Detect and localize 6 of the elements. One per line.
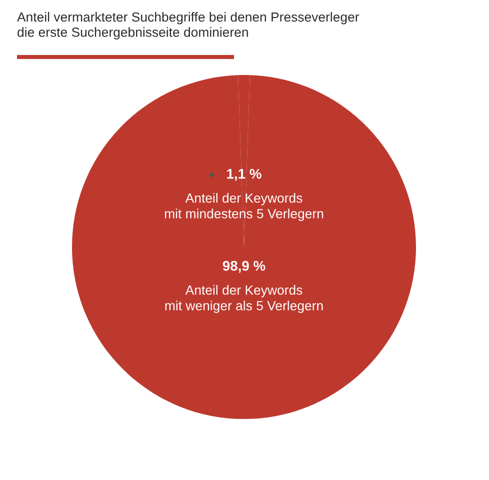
slice-label: Anteil der Keywords mit weniger als 5 Verlegern bbox=[165, 285, 323, 313]
chart-title: Anteil vermarkteter Suchbegriffe bei denen Presseverleger die erste Suchergebnisseite dominieren bbox=[17, 12, 360, 40]
data-label: 98,9 % bbox=[222, 260, 266, 273]
slice-label: Anteil der Keywords mit mindestens 5 Verlegern bbox=[164, 193, 324, 221]
data-label: 1,1 % bbox=[227, 168, 262, 181]
pie-slice bbox=[72, 75, 416, 419]
